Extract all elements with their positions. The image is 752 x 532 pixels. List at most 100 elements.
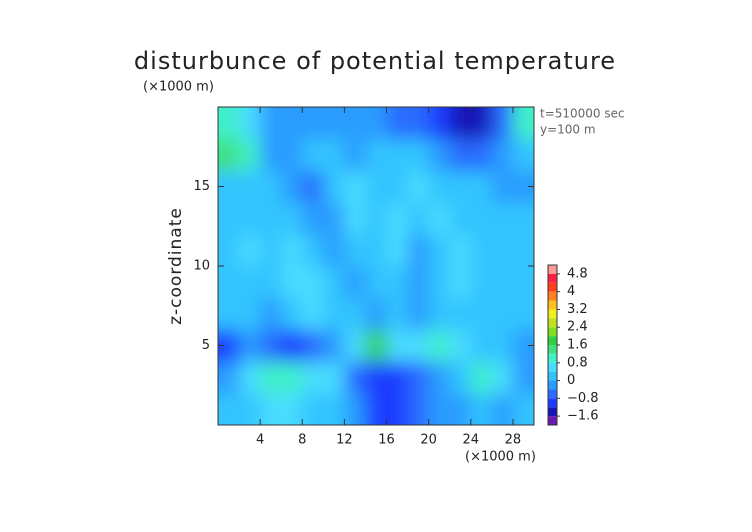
heatmap-cell [239,297,261,331]
heatmap-cell [281,361,303,394]
heatmap-cell [260,297,282,331]
heatmap-cell [323,329,345,362]
heatmap-cell [302,297,324,331]
heatmap-cell [491,138,514,172]
heatmap-cell [218,297,240,331]
heatmap-cell [344,107,366,140]
heatmap-cell [302,361,324,394]
heatmap-cell [281,202,303,235]
heatmap-cell [218,361,240,394]
heatmap-cell [386,361,409,394]
heatmap-cell [407,202,430,235]
heatmap-cell [218,107,240,140]
heatmap-cell [470,234,493,267]
heatmap-cell [491,361,514,394]
heatmap-cell [386,266,409,299]
heatmap-cell [323,202,345,235]
heatmap-cell [386,234,409,267]
heatmap-cell [365,202,388,235]
heatmap-cell [428,266,451,299]
heatmap-cell [491,107,514,140]
colorbar-tick-label: −0.8 [567,391,599,406]
heatmap-cell [344,266,366,299]
colorbar-tick-label: 4 [567,284,575,299]
heatmap-cell [260,266,282,299]
heatmap-cell [407,329,430,362]
heatmap [218,107,534,425]
heatmap-cell [428,361,451,394]
heatmap-cell [281,107,303,140]
heatmap-cell [260,202,282,235]
heatmap-cell [512,329,534,362]
heatmap-cell [323,361,345,394]
heatmap-cell [239,202,261,235]
heatmap-cell [218,393,240,425]
x-axis-label: (×1000 m) [465,450,536,465]
heatmap-cell [470,393,493,425]
heatmap-cell [344,297,366,331]
heatmap-cell [365,297,388,331]
x-tick-label: 24 [463,433,480,448]
heatmap-cell [449,361,472,394]
heatmap-cell [512,361,534,394]
heatmap-cell [386,170,409,203]
heatmap-cell [428,393,451,425]
x-tick-label: 16 [378,433,395,448]
heatmap-cell [365,107,388,140]
heatmap-cell [218,234,240,267]
heatmap-cell [344,361,366,394]
heatmap-cell [323,266,345,299]
heatmap-cell [470,297,493,331]
heatmap-cell [428,107,451,140]
heatmap-cell [281,329,303,362]
heatmap-cell [344,138,366,172]
heatmap-cell [449,138,472,172]
colorbar-swatch [548,327,557,337]
axis-unit: (×1000 m) [143,80,214,95]
colorbar-swatch [548,345,557,354]
heatmap-cell [428,329,451,362]
heatmap-cell [323,234,345,267]
heatmap-cell [239,234,261,267]
heatmap-cell [449,297,472,331]
heatmap-cell [323,138,345,172]
heatmap-cell [302,138,324,172]
heatmap-cell [365,266,388,299]
x-tick-label: 8 [298,433,306,448]
heatmap-cell [428,170,451,203]
chart-title: disturbunce of potential temperature [134,47,616,75]
heatmap-cell [281,297,303,331]
heatmap-cell [344,234,366,267]
heatmap-cell [365,170,388,203]
heatmap-cell [365,138,388,172]
heatmap-cell [449,170,472,203]
heatmap-cell [470,170,493,203]
heatmap-cell [491,266,514,299]
heatmap-cell [512,297,534,331]
heatmap-cell [239,170,261,203]
heatmap-cell [407,107,430,140]
heatmap-cell [512,266,534,299]
colorbar-swatch [548,416,557,425]
heatmap-cell [449,393,472,425]
heatmap-cell [218,170,240,203]
heatmap-cell [470,202,493,235]
heatmap-cell [470,107,493,140]
heatmap-cell [281,170,303,203]
heatmap-cell [323,107,345,140]
heatmap-cell [239,393,261,425]
heatmap-cell [239,138,261,172]
colorbar-tick-label: 4.8 [567,266,588,281]
heatmap-cell [302,234,324,267]
heatmap-cell [470,138,493,172]
colorbar-tick-label: 0.8 [567,355,588,370]
heatmap-cell [407,393,430,425]
heatmap-cell [470,266,493,299]
colorbar-swatch [548,318,557,328]
colorbar-tick-label: 2.4 [567,320,588,335]
heatmap-cell [512,202,534,235]
heatmap-field [218,107,534,425]
heatmap-cell [302,202,324,235]
colorbar-swatch [548,389,557,399]
colorbar-tick-label: −1.6 [567,409,599,424]
